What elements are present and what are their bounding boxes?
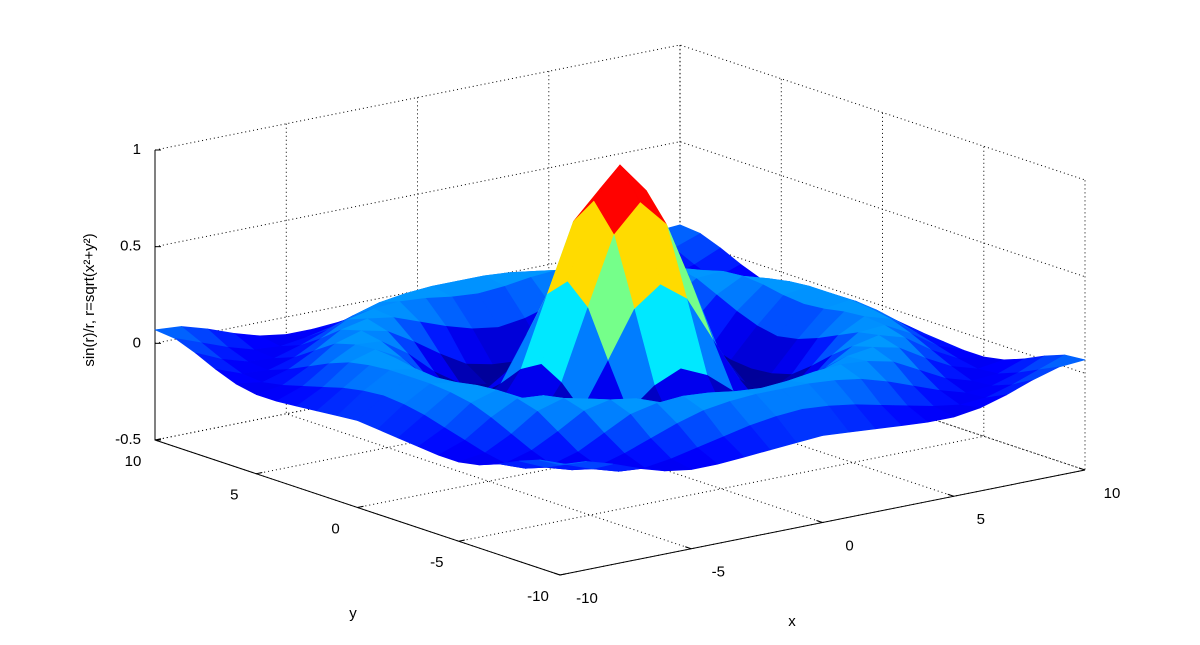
x-tick-label: 0 xyxy=(845,537,853,554)
grid-line xyxy=(458,146,985,542)
y-tick-label: 10 xyxy=(125,453,142,470)
grid-line xyxy=(417,97,823,523)
y-tick xyxy=(357,505,364,508)
x-tick xyxy=(816,520,823,523)
z-tick-label: 0.5 xyxy=(120,238,141,255)
grid-line xyxy=(154,237,1086,374)
y-axis-label: y xyxy=(349,605,357,622)
z-axis-label: sin(r)/r, r=sqrt(x²+y²) xyxy=(81,233,98,366)
grid-line xyxy=(548,71,954,497)
y-tick-label: -5 xyxy=(430,554,443,571)
x-tick xyxy=(1078,467,1086,471)
x-tick-label: -5 xyxy=(712,564,725,581)
grid-line xyxy=(154,44,1086,181)
grid-line xyxy=(256,78,782,475)
z-tick-label: 0 xyxy=(133,334,141,351)
x-tick xyxy=(685,546,692,550)
y-tick xyxy=(559,573,567,576)
y-tick-label: 5 xyxy=(230,487,238,504)
z-tick-label: -0.5 xyxy=(115,431,141,448)
grid-line xyxy=(285,123,692,550)
grid-line xyxy=(559,180,1086,576)
grid-line xyxy=(154,45,681,441)
y-tick xyxy=(256,472,263,475)
x-tick xyxy=(553,572,561,576)
grid-line xyxy=(154,141,1086,278)
surface-patch xyxy=(539,459,587,466)
z-tick-label: 1 xyxy=(133,141,141,158)
x-tick-label: 10 xyxy=(1104,485,1121,502)
x-axis-label: x xyxy=(788,613,796,630)
y-tick xyxy=(154,438,162,441)
y-tick xyxy=(458,539,465,542)
x-tick-label: 5 xyxy=(977,511,985,528)
y-tick-label: 0 xyxy=(331,520,339,537)
x-tick xyxy=(947,493,954,497)
grid-line xyxy=(154,334,1086,471)
y-tick-label: -10 xyxy=(527,588,549,605)
x-tick-label: -10 xyxy=(576,590,598,607)
